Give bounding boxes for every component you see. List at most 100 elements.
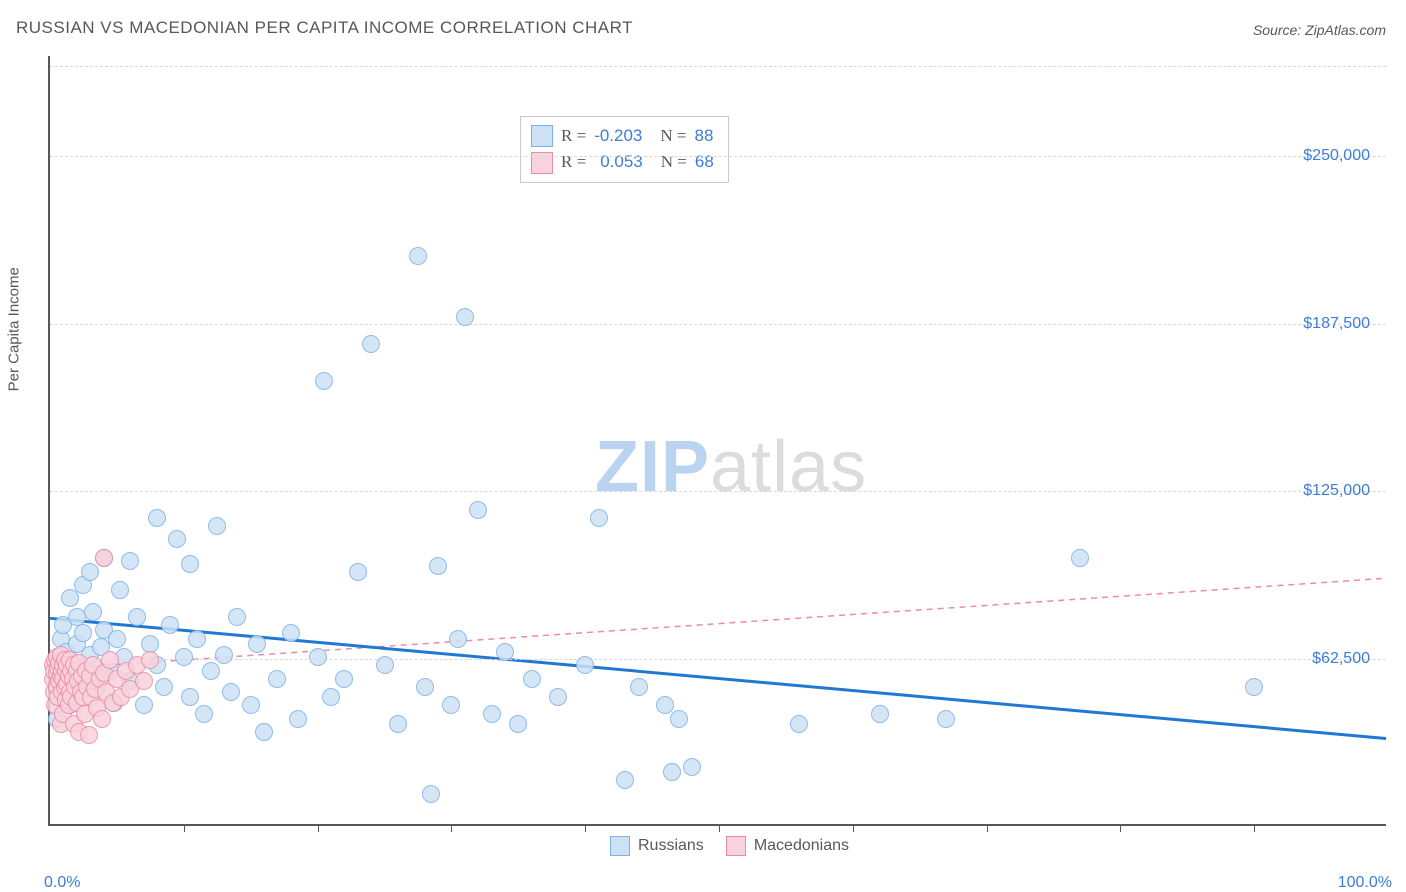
russian-point (523, 670, 541, 688)
russian-point (409, 247, 427, 265)
series-legend: Russians Macedonians (610, 836, 849, 856)
macedonians-r-value: 0.053 (600, 149, 643, 175)
russian-point (496, 643, 514, 661)
russian-point (268, 670, 286, 688)
macedonian-point (93, 710, 111, 728)
y-axis-label: Per Capita Income (6, 267, 23, 391)
x-tick (451, 824, 452, 832)
russian-point (616, 771, 634, 789)
russian-point (108, 630, 126, 648)
russian-point (228, 608, 246, 626)
gridline (50, 66, 1386, 67)
y-tick-label: $125,000 (1303, 482, 1370, 500)
x-tick (318, 824, 319, 832)
russians-n-value: 88 (695, 123, 714, 149)
russian-point (168, 530, 186, 548)
russian-point (128, 608, 146, 626)
russian-point (422, 785, 440, 803)
russian-point (376, 656, 394, 674)
russian-point (121, 552, 139, 570)
russian-point (670, 710, 688, 728)
russian-point (181, 688, 199, 706)
y-tick-label: $250,000 (1303, 147, 1370, 165)
russian-point (362, 335, 380, 353)
russian-point (188, 630, 206, 648)
russian-point (790, 715, 808, 733)
russian-point (549, 688, 567, 706)
macedonian-point (101, 651, 119, 669)
russian-point (590, 509, 608, 527)
legend-item-russians: Russians (610, 836, 704, 856)
russian-point (456, 308, 474, 326)
russian-point (322, 688, 340, 706)
russian-point (175, 648, 193, 666)
russian-point (215, 646, 233, 664)
russian-point (195, 705, 213, 723)
correlation-legend: R = -0.203 N = 88 R = 0.053 N = 68 (520, 116, 729, 183)
russian-point (1071, 549, 1089, 567)
russians-swatch-icon (610, 836, 630, 856)
russian-point (161, 616, 179, 634)
russian-point (135, 696, 153, 714)
russian-point (248, 635, 266, 653)
russian-point (61, 589, 79, 607)
x-tick (1120, 824, 1121, 832)
macedonian-point (135, 672, 153, 690)
chart-title: RUSSIAN VS MACEDONIAN PER CAPITA INCOME … (16, 18, 633, 38)
x-tick (853, 824, 854, 832)
russian-point (442, 696, 460, 714)
x-axis-min-label: 0.0% (44, 874, 80, 892)
x-tick (987, 824, 988, 832)
x-tick (719, 824, 720, 832)
gridline (50, 324, 1386, 325)
correlation-row-macedonians: R = 0.053 N = 68 (531, 149, 714, 175)
russian-point (630, 678, 648, 696)
russian-point (111, 581, 129, 599)
russian-point (389, 715, 407, 733)
russian-point (576, 656, 594, 674)
russian-point (155, 678, 173, 696)
russians-swatch (531, 125, 553, 147)
russian-point (222, 683, 240, 701)
russian-point (469, 501, 487, 519)
russian-point (181, 555, 199, 573)
macedonian-point (80, 726, 98, 744)
macedonians-swatch (531, 152, 553, 174)
russian-point (74, 624, 92, 642)
macedonians-trendline (50, 578, 1386, 669)
source-attribution: Source: ZipAtlas.com (1253, 22, 1386, 38)
macedonian-point (95, 549, 113, 567)
russian-point (416, 678, 434, 696)
x-tick (585, 824, 586, 832)
russian-point (683, 758, 701, 776)
russian-point (202, 662, 220, 680)
russians-r-value: -0.203 (594, 123, 642, 149)
russian-point (81, 563, 99, 581)
x-tick (184, 824, 185, 832)
x-axis-max-label: 100.0% (1338, 874, 1392, 892)
russian-point (335, 670, 353, 688)
gridline (50, 659, 1386, 660)
russian-point (483, 705, 501, 723)
russian-point (937, 710, 955, 728)
macedonians-n-value: 68 (695, 149, 714, 175)
russian-point (449, 630, 467, 648)
plot-area: ZIPatlas R = -0.203 N = 88 R = 0.053 N =… (48, 56, 1386, 826)
macedonians-swatch-icon (726, 836, 746, 856)
gridline (50, 156, 1386, 157)
russian-point (148, 509, 166, 527)
correlation-row-russians: R = -0.203 N = 88 (531, 123, 714, 149)
russian-point (509, 715, 527, 733)
russian-point (282, 624, 300, 642)
x-tick (1254, 824, 1255, 832)
y-tick-label: $187,500 (1303, 315, 1370, 333)
watermark-zip: ZIP (595, 427, 710, 507)
russian-point (871, 705, 889, 723)
russian-point (84, 603, 102, 621)
legend-label-macedonians: Macedonians (754, 837, 849, 855)
russian-point (208, 517, 226, 535)
russian-point (429, 557, 447, 575)
russian-point (242, 696, 260, 714)
legend-item-macedonians: Macedonians (726, 836, 849, 856)
watermark-atlas: atlas (710, 427, 867, 507)
